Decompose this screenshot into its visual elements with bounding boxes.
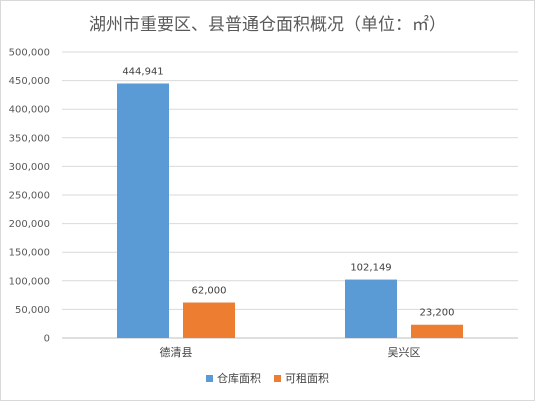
legend-label: 仓库面积 [217,371,261,385]
data-labels: 444,941 62,000 102,149 23,200 [122,66,454,318]
y-axis-ticks: 0 50,000 100,000 150,000 200,000 250,000 300,0… [9,48,50,345]
legend-label: 可租面积 [285,372,329,385]
data-label: 444,941 [122,66,163,77]
y-tick-label: 400,000 [9,105,50,116]
y-tick-label: 500,000 [9,48,50,59]
category-label: 德清县 [160,345,193,359]
y-tick-label: 300,000 [9,162,50,173]
data-label: 62,000 [192,286,227,297]
x-axis-categories: 德清县 吴兴区 [160,345,421,359]
y-tick-label: 100,000 [9,276,50,287]
y-tick-label: 450,000 [9,76,50,87]
y-tick-label: 200,000 [9,219,50,230]
bar [411,324,463,338]
y-tick-label: 50,000 [15,305,50,316]
y-tick-label: 350,000 [9,133,50,144]
legend: 仓库面积 可租面积 [206,371,329,385]
bar [183,302,235,338]
legend-swatch [206,375,213,382]
y-tick-label: 0 [44,334,50,345]
bar [345,279,397,338]
y-tick-label: 250,000 [9,191,50,202]
category-label: 吴兴区 [388,346,421,359]
bar [117,83,169,339]
bars [117,83,463,339]
legend-swatch [274,375,281,382]
chart-title: 湖州市重要区、县普通仓面积概况（单位：㎡） [89,15,446,35]
data-label: 23,200 [420,308,455,319]
y-tick-label: 150,000 [9,248,50,259]
data-label: 102,149 [350,263,391,274]
